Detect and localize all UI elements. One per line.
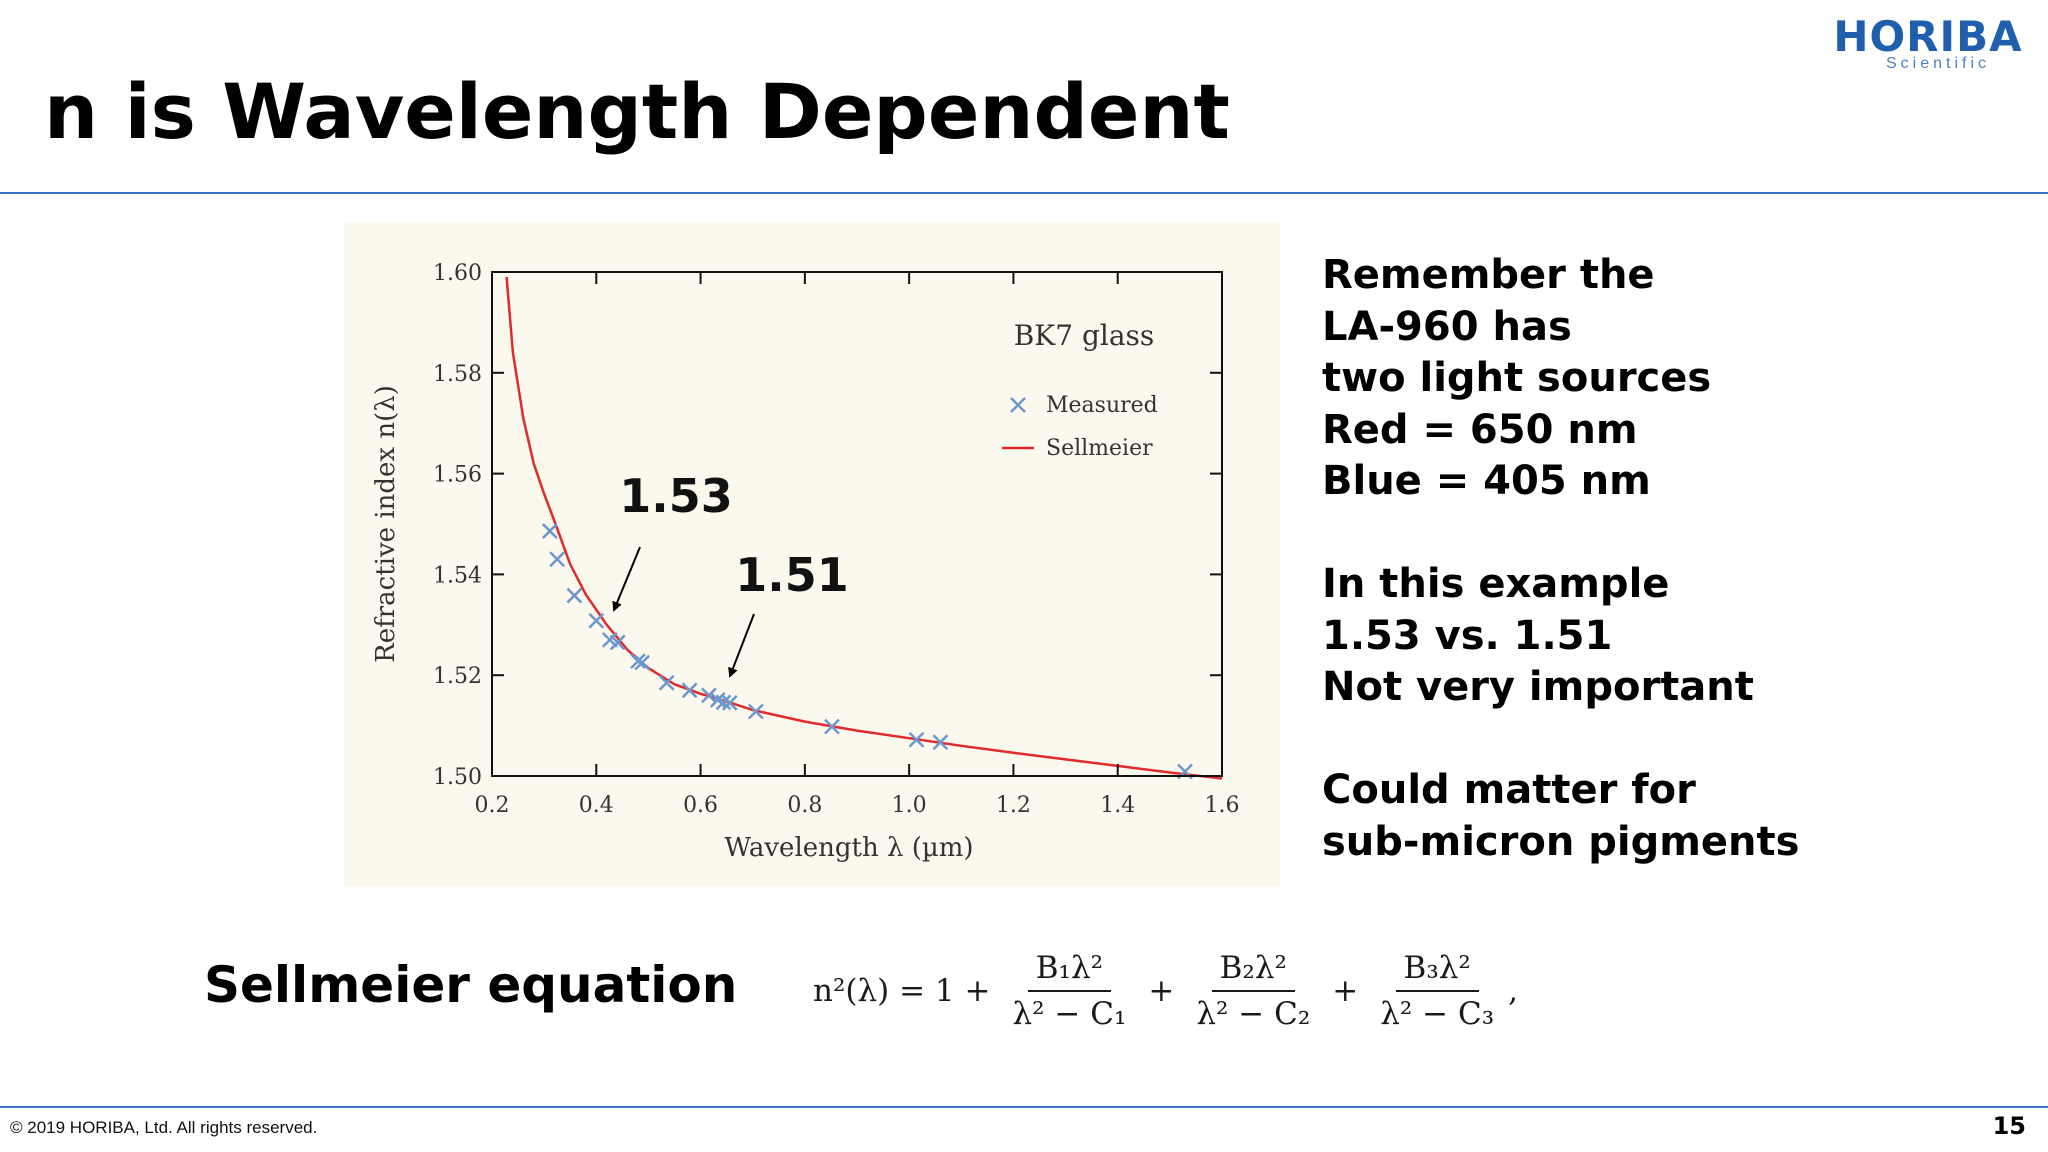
measured-point (681, 682, 698, 699)
equation-lhs: n²(λ) = 1 + (813, 973, 991, 1009)
x-tick-label: 0.8 (787, 793, 822, 818)
term-2-denominator: λ² − C₂ (1196, 996, 1311, 1032)
measured-point (588, 612, 605, 629)
header-divider (0, 192, 2048, 194)
note-line: Could matter for (1322, 767, 1696, 813)
measured-point (541, 523, 558, 539)
note-line: LA-960 has (1322, 303, 1572, 350)
measured-point (609, 634, 626, 651)
x-tick-label: 0.2 (475, 793, 510, 818)
measured-point (721, 695, 738, 711)
page-number: 15 (1992, 1112, 2026, 1140)
plus-sign: + (1332, 973, 1359, 1009)
note-line: 1.53 vs. 1.51 (1322, 612, 1613, 659)
x-tick-label: 0.4 (579, 793, 614, 818)
equation-end: , (1508, 973, 1519, 1009)
annotation-arrow-1-53 (612, 546, 641, 612)
legend-label-sellmeier: Sellmeier (1046, 436, 1153, 461)
slide-title: n is Wavelength Dependent (44, 67, 1230, 156)
sellmeier-curve (505, 276, 1223, 780)
measured-point (908, 731, 925, 748)
copyright-text: © 2019 HORIBA, Ltd. All rights reserved. (10, 1118, 318, 1137)
note-line: sub-micron pigments (1322, 818, 1800, 865)
measured-point (747, 703, 764, 720)
annotation-label-1-51: 1.51 (735, 548, 849, 602)
note-line: Blue = 405 nm (1322, 458, 1651, 504)
notes-spacer (1322, 508, 2022, 560)
measured-point (824, 718, 840, 735)
plus-sign: + (1148, 973, 1175, 1009)
term-1-numerator: B₁λ² (1027, 950, 1112, 992)
chart-title: BK7 glass (1014, 319, 1155, 352)
logo-wordmark: HORIBA (1833, 12, 2023, 61)
measured-point (630, 653, 646, 669)
x-tick-label: 1.2 (996, 793, 1031, 818)
note-line: two light sources (1322, 355, 1712, 401)
y-tick-label: 1.54 (433, 563, 482, 588)
sellmeier-equation-label: Sellmeier equation (204, 956, 738, 1014)
measured-point (701, 687, 717, 704)
term-3-denominator: λ² − C₃ (1380, 996, 1495, 1032)
logo-subtitle: Scientific (1885, 55, 1991, 72)
speaker-notes: Remember the LA-960 has two light sources R… (1322, 250, 2022, 868)
plot-frame (491, 271, 1223, 777)
x-tick-label: 1.4 (1100, 793, 1135, 818)
refractive-index-chart: 0.2 0.4 0.6 0.8 1.0 1.2 1.4 1.6 1.50 1.52 1.54 1.56… (344, 222, 1280, 886)
measured-point (932, 734, 949, 751)
horiba-logo: HORIBA Scientific (1828, 14, 2028, 72)
note-line: In this example (1322, 561, 1670, 607)
note-line: Red = 650 nm (1322, 406, 1638, 453)
chart-legend: Measured Sellmeier (1002, 393, 1158, 461)
measured-point (658, 674, 675, 691)
annotation-arrow-1-51 (728, 613, 755, 678)
footer-divider (0, 1106, 2048, 1108)
equation-term-1: B₁λ² λ² − C₁ (1004, 950, 1134, 1032)
measured-point (634, 654, 651, 671)
note-line: Remember the (1322, 252, 1655, 298)
y-tick-label: 1.50 (433, 765, 482, 790)
x-tick-label: 0.6 (683, 793, 718, 818)
note-line: Not very important (1322, 664, 1754, 710)
x-tick-label: 1.0 (892, 793, 927, 818)
measured-point (566, 587, 583, 604)
measured-point (549, 551, 566, 568)
legend-marker-measured (1010, 397, 1026, 413)
term-3-numerator: B₃λ² (1395, 950, 1479, 992)
chart-svg: 0.2 0.4 0.6 0.8 1.0 1.2 1.4 1.6 1.50 1.52 1.54 1.56… (371, 261, 1240, 863)
x-axis-label: Wavelength λ (µm) (724, 833, 973, 863)
y-axis-label: Refractive index n(λ) (371, 385, 401, 663)
y-tick-label: 1.58 (433, 362, 482, 387)
x-tick-label: 1.6 (1205, 793, 1240, 818)
term-2-numerator: B₂λ² (1211, 950, 1295, 992)
measured-point (715, 694, 732, 711)
notes-spacer (1322, 714, 2022, 766)
y-tick-label: 1.56 (433, 463, 482, 488)
y-tick-label: 1.60 (433, 261, 482, 286)
annotation-label-1-53: 1.53 (619, 469, 733, 523)
legend-label-measured: Measured (1046, 393, 1158, 418)
equation-term-3: B₃λ² λ² − C₃ (1372, 950, 1502, 1032)
term-1-denominator: λ² − C₁ (1012, 996, 1127, 1032)
y-tick-label: 1.52 (433, 664, 482, 689)
equation-term-2: B₂λ² λ² − C₂ (1188, 950, 1318, 1032)
sellmeier-equation: n²(λ) = 1 + B₁λ² λ² − C₁ + B₂λ² λ² − C₂ … (805, 950, 1518, 1032)
